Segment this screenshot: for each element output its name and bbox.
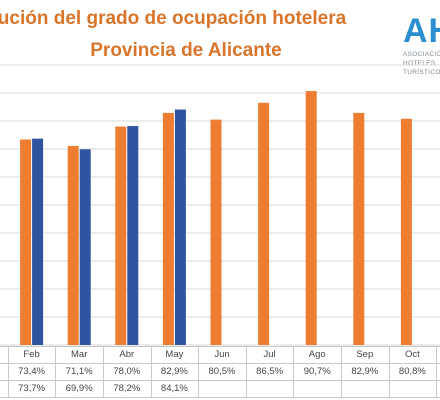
logo-subtitle-2: HOTELES [403,60,436,67]
table-rule [0,397,440,398]
bar-feb-series-2 [32,138,44,345]
category-label: Feb [23,349,40,360]
series-2-value: 84,1% [160,383,188,394]
bar-sep-series-1 [353,112,365,345]
category-label: Jun [214,349,230,360]
logo-subtitle-3: TURÍSTICOS [403,69,440,76]
chart-title-line-2: Provincia de Alicante [90,40,282,61]
table-column-rule [293,346,295,397]
bar-mar-series-1 [67,145,79,345]
table-column-rule [198,346,200,397]
bar-feb-series-1 [20,139,32,345]
series-1-value: 73,4% [18,366,46,377]
category-label: Sep [356,349,374,360]
category-label: Oct [405,349,420,360]
table-column-rule [150,346,152,397]
table-column-rule [55,346,57,397]
series-2-value: 73,7% [18,383,46,394]
series-1-value: 86,5% [256,366,284,377]
table-column-rule [341,346,342,397]
table-rule [0,363,440,364]
category-label: Jul [263,349,276,360]
association-logo: AH ASOCIACIÓN HOTELES TURÍSTICOS [403,12,440,122]
bar-ago-series-1 [305,91,317,345]
bar-may-series-1 [162,112,174,345]
logo-subtitle-1: ASOCIACIÓN [403,51,440,58]
bar-oct-series-1 [400,118,412,345]
series-1-value: 80,5% [208,366,236,377]
series-2-value [389,380,437,397]
series-1-value: 90,7% [303,366,331,377]
bar-jul-series-1 [258,102,270,345]
series-2-value [198,380,246,397]
category-label: May [165,349,184,360]
category-label: Ago [308,349,326,360]
table-column-rule [103,346,104,397]
bar-mar-series-2 [79,149,91,345]
series-1-value: 71,1% [65,366,93,377]
category-label: Mar [71,349,88,360]
bar-abr-series-2 [127,126,139,345]
series-2-value [293,380,341,397]
table-column-rule [245,346,247,397]
series-1-value: 82,9% [351,366,379,377]
bar-may-series-2 [174,109,186,346]
table-column-rule [388,346,390,397]
series-2-value [341,380,389,397]
series-2-value: 78,2% [113,383,141,394]
table-rule [0,346,440,347]
series-2-value [246,380,294,397]
bar-abr-series-1 [115,126,127,345]
table-column-rule [7,346,9,397]
logo-mark: AH [403,12,440,50]
series-1-value: 82,9% [160,366,188,377]
bar-chart [0,64,440,346]
table-column-rule [436,346,438,397]
table-rule [0,380,440,381]
series-2-value: 69,9% [65,383,93,394]
bar-jun-series-1 [210,119,222,345]
chart-title-line-1: ución del grado de ocupación hotelera [0,8,347,29]
category-label: Abr [119,349,135,360]
series-1-value: 78,0% [113,366,141,377]
series-1-value: 80,8% [398,366,426,377]
